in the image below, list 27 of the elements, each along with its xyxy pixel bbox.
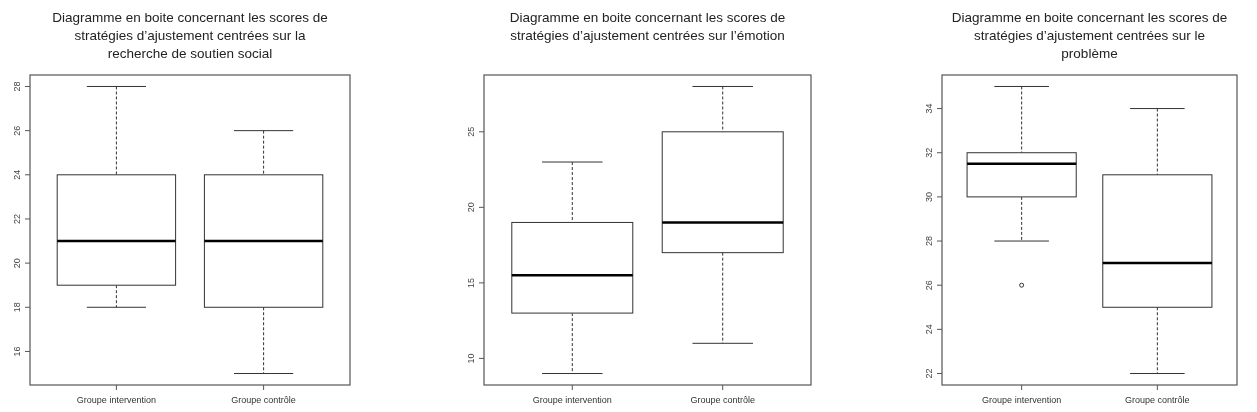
y-tick-label: 18	[12, 302, 22, 313]
y-tick-label: 20	[12, 258, 22, 269]
y-tick-label: 15	[466, 277, 476, 288]
x-tick-label: Groupe contrôle	[690, 395, 755, 405]
y-tick-label: 20	[466, 202, 476, 213]
x-tick-label: Groupe contrôle	[231, 395, 296, 405]
y-tick-label: 22	[924, 368, 934, 379]
x-tick-label: Groupe contrôle	[1125, 395, 1190, 405]
y-tick-label: 30	[924, 191, 934, 202]
y-tick-label: 34	[924, 103, 934, 114]
y-tick-label: 26	[924, 280, 934, 291]
chart-title: Diagramme en boite concernant les scores de stratégies d’ajustement centrées sur l’émotion	[509, 10, 786, 43]
y-tick-label: 16	[12, 346, 22, 357]
y-tick-label: 24	[924, 324, 934, 335]
x-tick-label: Groupe intervention	[982, 395, 1062, 405]
y-tick-label: 28	[924, 236, 934, 247]
x-tick-label: Groupe intervention	[532, 395, 612, 405]
y-tick-label: 22	[12, 213, 22, 224]
chart-title: Diagramme en boite concernant les scores de stratégies d’ajustement centrées sur le problème	[951, 10, 1228, 61]
x-tick-label: Groupe intervention	[76, 395, 156, 405]
y-tick-label: 32	[924, 147, 934, 158]
chart-title: Diagramme en boite concernant les scores de stratégies d’ajustement centrées sur la recherche de soutien social	[52, 10, 328, 61]
y-tick-label: 10	[466, 353, 476, 364]
y-tick-label: 25	[466, 126, 476, 137]
y-tick-label: 26	[12, 125, 22, 136]
y-tick-label: 24	[12, 169, 22, 180]
y-tick-label: 28	[12, 81, 22, 92]
